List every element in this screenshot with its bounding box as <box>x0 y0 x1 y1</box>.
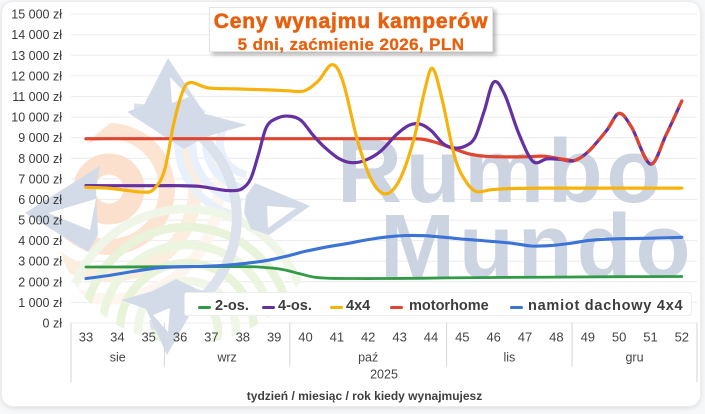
svg-text:6 000 zł: 6 000 zł <box>18 193 62 207</box>
svg-text:51: 51 <box>643 330 657 345</box>
svg-text:36: 36 <box>173 330 187 345</box>
svg-text:40: 40 <box>298 330 312 345</box>
svg-text:13 000 zł: 13 000 zł <box>11 49 62 63</box>
svg-text:gru: gru <box>625 351 643 365</box>
svg-text:48: 48 <box>549 330 563 345</box>
svg-text:44: 44 <box>424 330 438 345</box>
svg-text:8 000 zł: 8 000 zł <box>18 152 62 166</box>
svg-text:paź: paź <box>358 351 378 365</box>
svg-text:3 000 zł: 3 000 zł <box>18 255 62 269</box>
svg-text:7 000 zł: 7 000 zł <box>18 172 62 186</box>
svg-text:10 000 zł: 10 000 zł <box>11 111 62 125</box>
svg-text:45: 45 <box>455 330 469 345</box>
svg-text:33: 33 <box>79 330 93 345</box>
svg-text:0 zł: 0 zł <box>43 317 63 331</box>
svg-text:12 000 zł: 12 000 zł <box>11 69 62 83</box>
svg-text:34: 34 <box>110 330 124 345</box>
svg-text:52: 52 <box>675 330 689 345</box>
svg-text:50: 50 <box>612 330 626 345</box>
svg-text:lis: lis <box>503 351 515 365</box>
svg-text:35: 35 <box>141 330 155 345</box>
svg-text:2 000 zł: 2 000 zł <box>18 275 62 289</box>
svg-text:47: 47 <box>518 330 532 345</box>
svg-text:49: 49 <box>581 330 595 345</box>
svg-text:41: 41 <box>330 330 344 345</box>
svg-text:2025: 2025 <box>370 368 398 382</box>
svg-text:11 000 zł: 11 000 zł <box>12 90 62 104</box>
svg-text:38: 38 <box>236 330 250 345</box>
svg-text:43: 43 <box>392 330 406 345</box>
svg-text:46: 46 <box>486 330 500 345</box>
svg-text:sie: sie <box>110 351 126 365</box>
svg-text:39: 39 <box>267 330 281 345</box>
svg-text:9 000 zł: 9 000 zł <box>18 131 62 145</box>
svg-text:4 000 zł: 4 000 zł <box>18 234 62 248</box>
svg-text:tydzień / miesiąc / rok kiedy: tydzień / miesiąc / rok kiedy wynajmujes… <box>247 389 482 403</box>
svg-text:5 000 zł: 5 000 zł <box>18 214 62 228</box>
svg-text:42: 42 <box>361 330 375 345</box>
svg-text:wrz: wrz <box>216 351 236 365</box>
svg-text:15 000 zł: 15 000 zł <box>11 8 62 22</box>
svg-text:1 000 zł: 1 000 zł <box>18 296 62 310</box>
svg-text:37: 37 <box>204 330 218 345</box>
svg-text:14 000 zł: 14 000 zł <box>11 28 62 42</box>
